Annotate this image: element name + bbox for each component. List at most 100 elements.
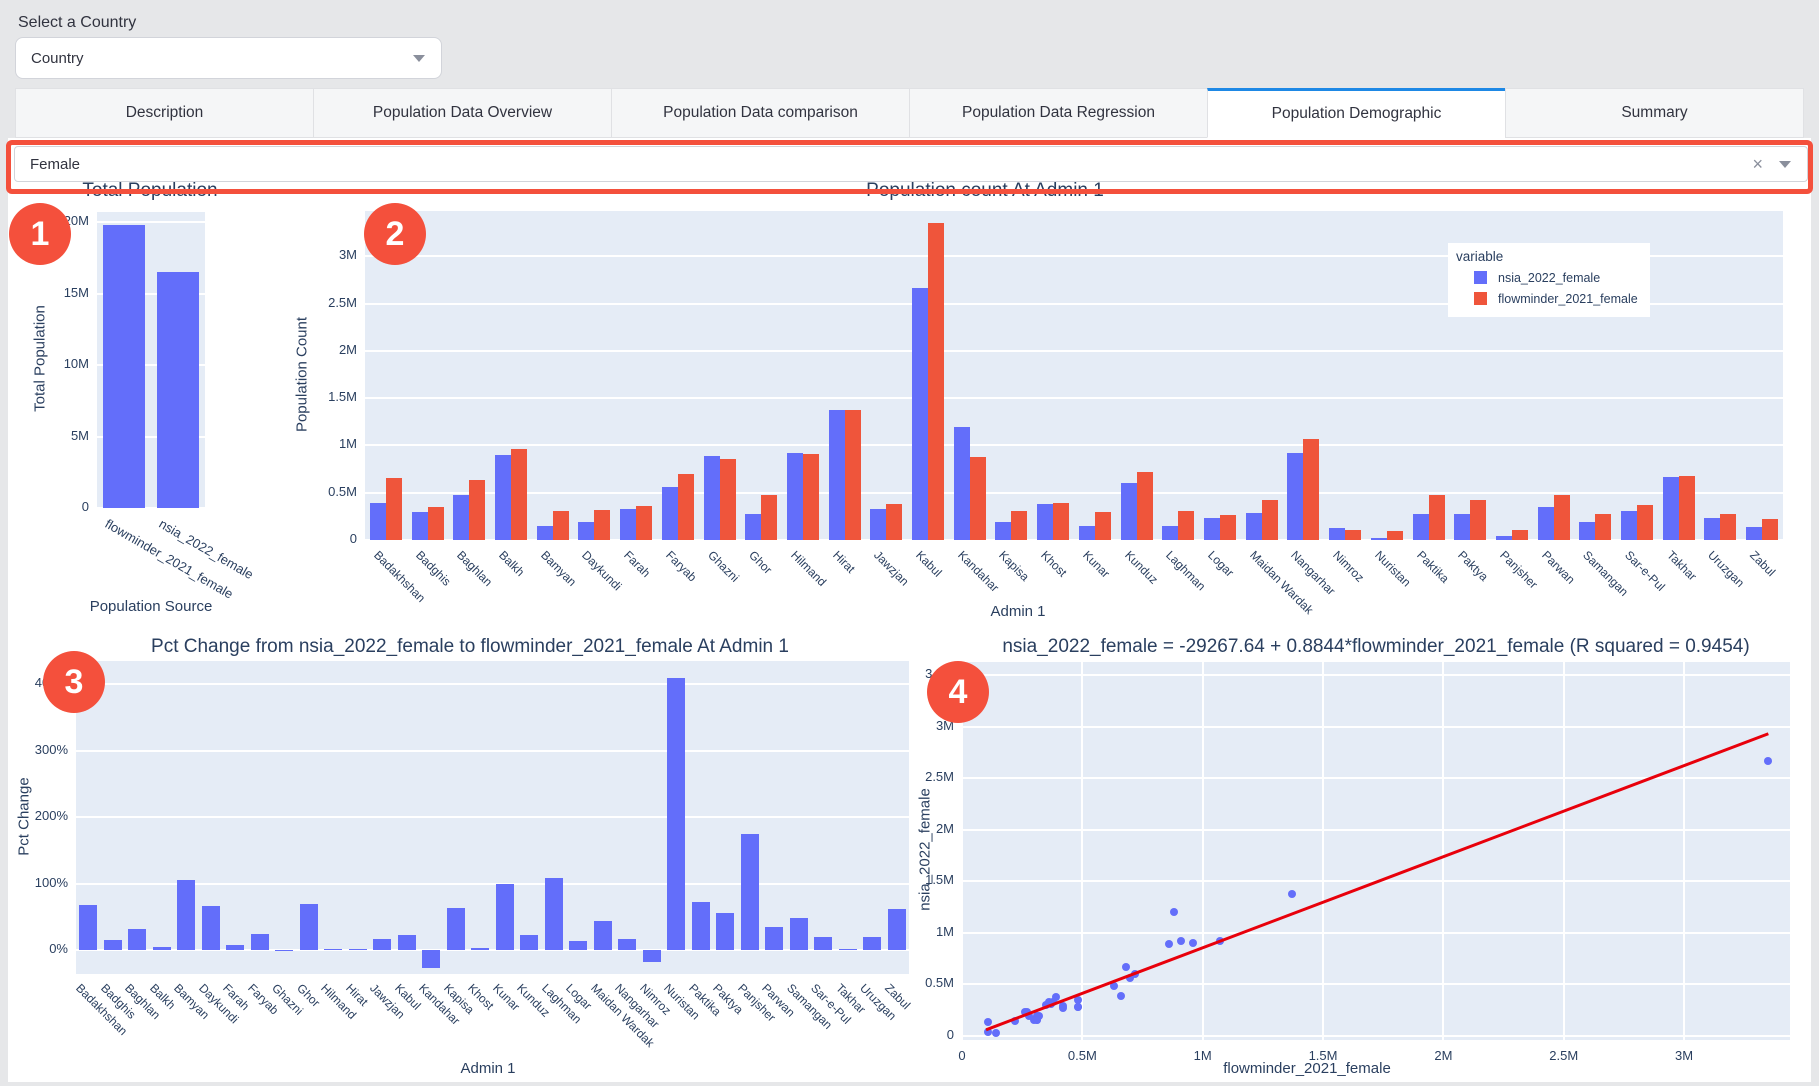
grouped-bar xyxy=(719,458,736,540)
scatter-point xyxy=(1051,992,1060,1001)
scatter-point xyxy=(1073,1003,1082,1012)
bar xyxy=(520,935,539,951)
gridline xyxy=(1201,662,1204,1040)
grouped-bar xyxy=(1537,506,1554,540)
legend-label: nsia_2022_female xyxy=(1498,270,1601,285)
scatter-point xyxy=(1059,1004,1068,1013)
gridline xyxy=(97,435,205,438)
grouped-bar xyxy=(1454,514,1471,540)
bar xyxy=(128,929,147,951)
y-tick-label: 300% xyxy=(34,741,68,757)
grouped-bar xyxy=(761,494,778,540)
chevron-down-icon[interactable] xyxy=(1779,161,1791,168)
scatter-point xyxy=(1126,974,1135,983)
y-tick-label: 100% xyxy=(34,874,68,890)
clear-icon[interactable]: × xyxy=(1752,154,1763,174)
grouped-bar xyxy=(1303,438,1320,540)
bar xyxy=(471,948,490,951)
tab-population-data-comparison[interactable]: Population Data comparison xyxy=(611,88,910,138)
legend-item[interactable]: flowminder_2021_female xyxy=(1474,288,1638,309)
bar xyxy=(495,884,514,951)
grouped-bar xyxy=(1178,510,1195,540)
country-select[interactable]: Country xyxy=(15,37,442,79)
bar xyxy=(667,677,686,951)
grouped-bar xyxy=(703,455,720,540)
bar xyxy=(569,940,588,951)
gridline xyxy=(1322,662,1325,1040)
bar xyxy=(299,904,318,951)
tab-population-data-overview[interactable]: Population Data Overview xyxy=(313,88,612,138)
legend-swatch xyxy=(1474,271,1487,284)
gridline xyxy=(962,828,1790,831)
grouped-bar xyxy=(1720,514,1737,540)
grouped-bar xyxy=(1370,538,1387,540)
gridline xyxy=(76,949,909,952)
x-tick-label: 1.5M xyxy=(1308,1048,1338,1063)
scatter-point xyxy=(1177,937,1186,946)
regression-line xyxy=(985,732,1769,1032)
bar xyxy=(618,939,637,951)
y-tick-label: 10M xyxy=(63,356,89,371)
plot-area-pct-change-admin1[interactable] xyxy=(76,661,909,974)
grouped-bar xyxy=(1345,529,1362,540)
y-tick-label: 0 xyxy=(946,1026,954,1042)
bar xyxy=(103,224,145,508)
y-tick-label: 0 xyxy=(349,531,357,546)
grouped-bar xyxy=(453,494,470,540)
tab-summary[interactable]: Summary xyxy=(1505,88,1804,138)
grouped-bar xyxy=(802,453,819,540)
y-tick-label: 1.5M xyxy=(328,389,357,405)
y-tick-label: 2M xyxy=(338,341,357,357)
tab-population-demographic[interactable]: Population Demographic xyxy=(1207,88,1506,138)
bar xyxy=(789,917,808,951)
tab-population-data-regression[interactable]: Population Data Regression xyxy=(909,88,1208,138)
grouped-bar xyxy=(928,223,945,540)
y-tick-label: 0.5M xyxy=(328,483,357,499)
grouped-bar xyxy=(1287,453,1304,540)
grouped-bar xyxy=(953,426,970,540)
grouped-bar xyxy=(1203,518,1220,540)
legend-item[interactable]: nsia_2022_female xyxy=(1474,267,1638,288)
scatter-point xyxy=(1025,1012,1034,1021)
bar xyxy=(838,948,857,951)
tab-description[interactable]: Description xyxy=(15,88,314,138)
bar xyxy=(250,934,269,951)
bar xyxy=(152,946,171,951)
x-tick-label: 2.5M xyxy=(1549,1048,1579,1063)
bar xyxy=(324,949,343,951)
y-tick-label: 0 xyxy=(81,499,89,514)
y-tick-label: 1M xyxy=(338,436,357,452)
plot-area-regression[interactable] xyxy=(961,662,1790,1040)
y-tick-label: 2M xyxy=(935,820,954,836)
bar xyxy=(716,912,735,951)
grouped-bar xyxy=(1511,529,1528,540)
chevron-down-icon xyxy=(413,55,425,62)
y-tick-label: 3M xyxy=(338,247,357,263)
y-tick-label: 5M xyxy=(70,427,89,443)
bar xyxy=(103,940,122,951)
scatter-point xyxy=(984,1018,993,1027)
gridline xyxy=(76,683,909,686)
grouped-bar xyxy=(411,511,428,540)
gridline xyxy=(97,507,205,509)
grouped-bar xyxy=(1162,525,1179,540)
variable-select[interactable]: Female × xyxy=(14,146,1808,182)
gridline xyxy=(962,983,1790,986)
chart-title: Pct Change from nsia_2022_female to flow… xyxy=(151,636,789,657)
gridline xyxy=(1683,662,1686,1040)
grouped-bar xyxy=(494,454,511,540)
gridline xyxy=(962,777,1790,780)
bar xyxy=(691,902,710,951)
bar xyxy=(348,949,367,951)
plot-area-total-population[interactable] xyxy=(97,212,205,509)
scatter-point xyxy=(1032,1016,1041,1025)
grouped-bar xyxy=(636,505,653,540)
legend-swatch xyxy=(1474,292,1487,305)
scatter-point xyxy=(1121,962,1130,971)
y-tick-label: 15M xyxy=(63,284,89,300)
y-tick-label: 0.5M xyxy=(925,975,954,991)
legend-label: flowminder_2021_female xyxy=(1498,291,1638,306)
bar xyxy=(446,908,465,951)
bar xyxy=(642,950,661,963)
